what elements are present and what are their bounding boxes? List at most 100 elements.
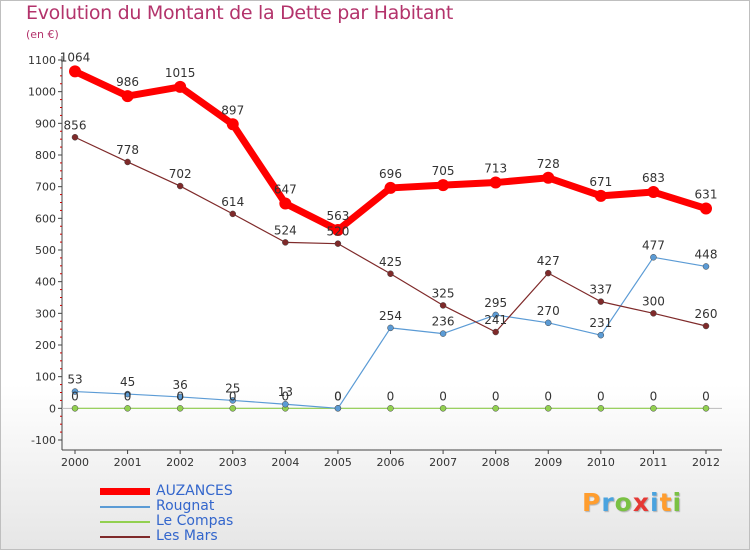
data-point (702, 405, 710, 412)
x-tick-label: 2008 (482, 456, 510, 469)
data-point (702, 263, 710, 270)
data-point (439, 330, 447, 337)
y-tick-label: 1100 (28, 54, 56, 67)
x-tick-label: 2009 (534, 456, 562, 469)
y-tick-label: 100 (35, 371, 56, 384)
x-tick-label: 2006 (377, 456, 405, 469)
data-point (597, 331, 605, 339)
data-label: 705 (432, 164, 455, 178)
data-point (650, 310, 657, 317)
data-point (702, 322, 710, 330)
data-label: 477 (642, 238, 665, 252)
logo-letter: i (650, 488, 660, 517)
data-point (124, 405, 131, 412)
x-tick-label: 2011 (639, 456, 667, 469)
data-label: 45 (120, 375, 135, 389)
data-label: 520 (326, 225, 349, 239)
data-point (121, 90, 134, 103)
y-tick-label: 500 (35, 244, 56, 257)
data-point (545, 405, 552, 412)
data-point (439, 405, 447, 412)
data-label: 300 (642, 294, 665, 308)
data-label: 713 (484, 162, 507, 176)
y-tick-label: 200 (35, 339, 56, 352)
logo-letter: r (601, 488, 615, 517)
legend-swatch (100, 505, 150, 508)
data-label: 0 (282, 389, 290, 403)
data-point (437, 179, 450, 192)
legend-swatch (100, 520, 150, 523)
data-point (229, 397, 236, 404)
data-label: 647 (274, 182, 297, 196)
data-label: 524 (274, 223, 297, 237)
data-label: 427 (537, 254, 560, 268)
data-point (545, 319, 552, 327)
data-point (700, 202, 712, 215)
legend-label: Les Mars (156, 528, 218, 544)
data-point (597, 298, 605, 305)
chart-title: Evolution du Montant de la Dette par Hab… (26, 2, 454, 24)
data-label: 0 (544, 389, 552, 403)
x-tick-label: 2004 (271, 456, 299, 469)
data-label: 337 (589, 283, 612, 297)
data-label: 702 (169, 167, 192, 181)
data-point (650, 254, 657, 261)
data-label: 563 (326, 209, 349, 223)
data-label: 696 (379, 167, 402, 181)
data-point (387, 324, 394, 332)
data-label: 325 (432, 286, 455, 300)
y-tick-label: 300 (35, 307, 56, 320)
data-point (176, 182, 184, 190)
y-tick-label: 800 (35, 149, 56, 162)
series-line-auzances (73, 68, 708, 234)
x-tick-label: 2012 (692, 456, 720, 469)
data-point (282, 239, 289, 246)
data-point (176, 393, 184, 401)
data-label: 270 (537, 304, 560, 318)
data-label: 260 (695, 307, 718, 321)
proxiti-logo: Proxiti (582, 488, 682, 517)
legend-label: Rougnat (156, 498, 215, 514)
y-tick-label: 1000 (28, 86, 56, 99)
x-tick-label: 2001 (114, 456, 142, 469)
x-tick-label: 2007 (429, 456, 457, 469)
data-point (545, 269, 552, 277)
data-label: 986 (116, 75, 139, 89)
data-label: 0 (650, 389, 658, 403)
data-point (492, 405, 499, 412)
data-label: 295 (484, 296, 507, 310)
data-label: 778 (116, 143, 139, 157)
data-point (226, 118, 239, 131)
data-label: 0 (176, 389, 184, 403)
data-label: 0 (439, 389, 447, 403)
data-label: 0 (71, 389, 79, 403)
data-point (229, 405, 236, 412)
data-point (174, 80, 187, 93)
logo-letter: i (672, 488, 683, 517)
x-tick-label: 2010 (587, 456, 615, 469)
data-label: 241 (484, 313, 507, 327)
legend-label: Le Compas (156, 513, 234, 529)
y-tick-label: -100 (31, 434, 56, 447)
data-point (331, 224, 344, 237)
data-label: 53 (67, 373, 82, 387)
data-label: 25 (225, 381, 240, 395)
data-label: 671 (589, 175, 612, 189)
data-point (647, 186, 660, 199)
y-tick-label: 0 (49, 402, 56, 415)
data-label: 36 (173, 378, 188, 392)
data-label: 1064 (60, 50, 91, 64)
x-tick-label: 2005 (324, 456, 352, 469)
logo-letter: t (659, 488, 673, 517)
legend-swatch (100, 488, 150, 495)
data-point (594, 189, 607, 202)
legend-swatch (100, 535, 150, 538)
data-label: 448 (695, 247, 718, 261)
data-point (124, 390, 131, 398)
data-point (334, 240, 342, 247)
data-label: 0 (334, 389, 342, 403)
data-point (542, 171, 555, 184)
y-tick-label: 400 (35, 276, 56, 289)
x-tick-label: 2002 (166, 456, 194, 469)
